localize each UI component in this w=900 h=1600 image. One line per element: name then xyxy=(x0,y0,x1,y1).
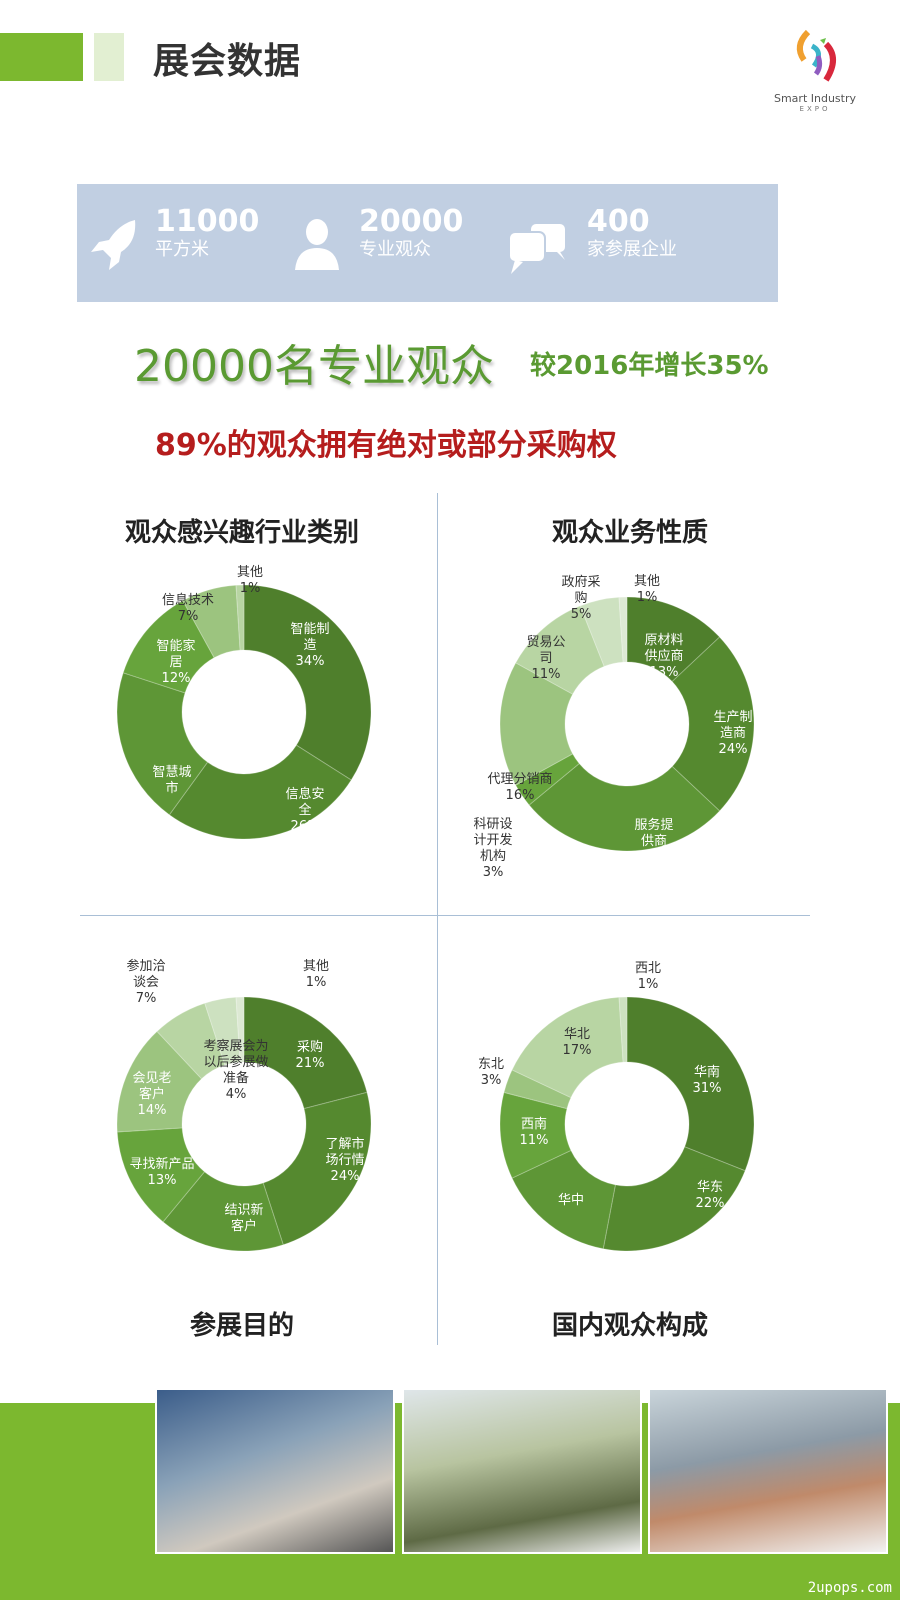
donut-slice xyxy=(235,996,245,1063)
donut-slice xyxy=(618,996,628,1063)
stat-value: 400 xyxy=(587,204,650,239)
stat-label: 家参展企业 xyxy=(587,239,677,260)
slice-label: 贸易公司 11% xyxy=(526,635,565,682)
stat-value: 20000 xyxy=(359,204,464,239)
growth-text: 较2016年增长35% xyxy=(530,351,769,381)
chart-title-region: 国内观众构成 xyxy=(551,1311,708,1341)
slice-label: 考察展会为以后参展做准备 4% xyxy=(203,1039,268,1102)
donut-slice xyxy=(626,996,755,1172)
stat-label: 平方米 xyxy=(155,239,209,260)
chat-bubbles-icon xyxy=(508,224,565,274)
donut-slice xyxy=(162,1171,284,1252)
slice-label: 其他 1% xyxy=(303,959,329,990)
slice-label: 东北 3% xyxy=(478,1057,504,1088)
slice-label: 智能家居 12% xyxy=(156,638,195,686)
donut-chart-3: 华南 31% 华东 22% 华中 西南 11% 东北 3% 华北 17% 西北 1% xyxy=(478,961,755,1252)
divider-horizontal xyxy=(80,915,810,916)
donut-slice xyxy=(116,1127,206,1223)
donut-slice xyxy=(515,605,605,695)
donut-slice xyxy=(122,600,215,694)
headline: 20000名专业观众 xyxy=(134,341,494,392)
donut-slice xyxy=(511,1149,616,1250)
slice-label: 寻找新产品 13% xyxy=(129,1156,194,1188)
slice-label: 西南 11% xyxy=(520,1116,549,1148)
donut-slice xyxy=(618,596,628,663)
donut-slice xyxy=(602,1146,746,1252)
slice-label: 政府采购 5% xyxy=(561,575,600,622)
highlight-text: 89%的观众拥有绝对或部分采购权 xyxy=(155,428,617,463)
donut-chart-1: 原材料供应商 13% 生产制造商 24% 服务提供商 科研设计开发机构 3% 代理分销商 16%… xyxy=(473,574,755,880)
chart-title-business: 观众业务性质 xyxy=(551,518,708,548)
photo-exhibition-2 xyxy=(402,1388,642,1554)
donut-slice xyxy=(515,753,580,806)
donut-slice xyxy=(626,596,721,683)
accent-bar xyxy=(0,33,83,81)
slice-label: 采购 21% xyxy=(296,1039,325,1071)
donut-slice xyxy=(499,662,574,786)
donut-slice xyxy=(511,996,624,1099)
stat-label: 专业观众 xyxy=(359,239,431,260)
donut-slice xyxy=(262,1091,372,1246)
slice-label: 会见老客户 14% xyxy=(132,1071,171,1118)
page-title: 展会数据 xyxy=(153,41,302,82)
slice-label: 其他 1% xyxy=(237,565,263,596)
slice-label: 原材料供应商 13% xyxy=(644,633,683,680)
chart-title-purpose: 参展目的 xyxy=(189,1311,294,1341)
donut-slice xyxy=(243,584,372,781)
donut-slice xyxy=(235,584,245,651)
photo-exhibition-1 xyxy=(155,1388,395,1554)
logo-subtext: EXPO xyxy=(799,105,831,113)
rocket-icon xyxy=(91,220,136,270)
stat-value: 11000 xyxy=(155,204,260,239)
donut-slice xyxy=(671,636,755,812)
donut-slice xyxy=(243,996,368,1110)
slice-label: 参加洽谈会 7% xyxy=(126,958,165,1006)
donut-slice xyxy=(116,1030,203,1133)
slice-label: 智能制造 34% xyxy=(290,622,329,669)
donut-slice xyxy=(528,762,721,852)
donut-chart-0: 智能制造 34% 信息安全 26% 智慧城市 智能家居 12% 信息技术 7% 其他 1% xyxy=(116,565,372,840)
slice-label: 信息技术 7% xyxy=(162,592,214,624)
watermark: 2upops.com xyxy=(807,1580,892,1596)
stats-panel: 11000 平方米 20000 专业观众 400 家参展企业 xyxy=(77,184,778,302)
donut-slice xyxy=(168,744,352,840)
slice-label: 了解市场行情 24% xyxy=(325,1136,364,1184)
slice-label: 科研设计开发机构 3% xyxy=(473,817,512,880)
logo: Smart Industry EXPO xyxy=(770,26,860,126)
stat-visitors: 20000 专业观众 xyxy=(359,206,463,262)
slice-label: 华南 31% xyxy=(693,1064,722,1096)
slice-label: 华北 17% xyxy=(563,1027,592,1058)
slice-label: 结识新客户 xyxy=(224,1202,263,1234)
slice-label: 智慧城市 xyxy=(152,764,191,796)
slice-label: 信息安全 26% xyxy=(285,786,324,834)
donut-labels-3: 华南 31% 华东 22% 华中 西南 11% 东北 3% 华北 17% 西北 1% xyxy=(478,961,724,1211)
logo-text: Smart Industry xyxy=(773,92,857,105)
donut-labels-1: 原材料供应商 13% 生产制造商 24% 服务提供商 科研设计开发机构 3% 代理分销商 16%… xyxy=(473,574,752,880)
donut-slice xyxy=(116,672,209,816)
slice-label: 生产制造商 24% xyxy=(713,710,752,757)
slice-label: 西北 1% xyxy=(635,961,661,992)
donut-slice xyxy=(499,1091,572,1179)
stat-area: 11000 平方米 xyxy=(155,206,259,262)
divider-vertical xyxy=(437,493,438,1345)
slice-label: 服务提供商 xyxy=(634,817,673,849)
slice-label: 华中 xyxy=(558,1193,584,1208)
person-icon xyxy=(295,219,339,270)
logo-mark-icon xyxy=(796,29,836,82)
stat-exhibitors: 400 家参展企业 xyxy=(587,206,677,262)
slice-label: 代理分销商 16% xyxy=(487,772,552,803)
accent-bar-light xyxy=(94,33,124,81)
chart-title-industry: 观众感兴趣行业类别 xyxy=(124,518,359,548)
slice-label: 其他 1% xyxy=(634,574,660,605)
slice-label: 华东 22% xyxy=(696,1180,725,1211)
photo-exhibition-3 xyxy=(648,1388,888,1554)
donut-labels-0: 智能制造 34% 信息安全 26% 智慧城市 智能家居 12% 信息技术 7% 其他 1% xyxy=(152,565,329,834)
